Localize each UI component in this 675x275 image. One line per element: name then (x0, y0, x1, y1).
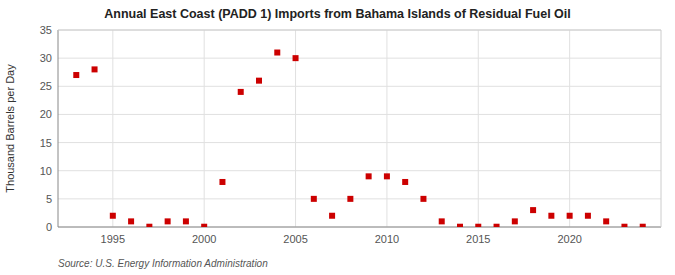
point (201, 224, 207, 227)
y-grid-line (58, 114, 661, 115)
y-tick-label: 20 (40, 108, 52, 120)
point (293, 55, 299, 61)
y-grid-line (58, 86, 661, 87)
points (73, 50, 645, 227)
point (274, 50, 280, 56)
chart: Annual East Coast (PADD 1) Imports from … (0, 0, 675, 275)
x-grid-line (204, 30, 205, 227)
y-grid-line (58, 142, 661, 143)
y-tick-label: 0 (46, 221, 52, 233)
x-tick-label: 1995 (101, 233, 125, 245)
x-tick-label: 2020 (557, 233, 581, 245)
x-grid-line (569, 30, 570, 227)
point (92, 66, 98, 72)
point (420, 196, 426, 202)
title: Annual East Coast (PADD 1) Imports from … (104, 7, 571, 21)
x-tick-label: 2005 (283, 233, 307, 245)
point (128, 218, 134, 224)
point (311, 196, 317, 202)
x-grid-line (386, 30, 387, 227)
x-tick-label: 2000 (192, 233, 216, 245)
point (219, 179, 225, 185)
point (146, 224, 152, 227)
y-grid-line (58, 198, 661, 199)
y-tick-label: 35 (40, 24, 52, 36)
point (475, 224, 481, 227)
point (256, 78, 262, 84)
point (73, 72, 79, 78)
point (238, 89, 244, 95)
point (439, 218, 445, 224)
grid (58, 30, 661, 227)
y-tick-label: 10 (40, 165, 52, 177)
point (329, 213, 335, 219)
point (402, 179, 408, 185)
point (603, 218, 609, 224)
point (640, 224, 646, 227)
point (567, 213, 573, 219)
point (548, 213, 554, 219)
point (457, 224, 463, 227)
y-grid-line (58, 58, 661, 59)
point (347, 196, 353, 202)
y-tick-label: 15 (40, 137, 52, 149)
point (366, 173, 372, 179)
plot-frame (58, 30, 661, 31)
point (530, 207, 536, 213)
point (165, 218, 171, 224)
point (183, 218, 189, 224)
y-axis-line (58, 30, 59, 227)
y-axis-label: Thousand Barrels per Day (4, 64, 16, 193)
plot-frame (661, 30, 662, 227)
y-tick-label: 25 (40, 80, 52, 92)
source-note: Source: U.S. Energy Information Administ… (58, 258, 268, 269)
point (512, 218, 518, 224)
x-tick-label: 2010 (375, 233, 399, 245)
point (585, 213, 591, 219)
point (384, 173, 390, 179)
x-tick-label: 2015 (466, 233, 490, 245)
point (110, 213, 116, 219)
point (494, 224, 500, 227)
x-grid-line (478, 30, 479, 227)
y-tick-label: 5 (46, 193, 52, 205)
y-grid-line (58, 170, 661, 171)
y-grid-line (58, 30, 661, 31)
x-grid-line (112, 30, 113, 227)
y-tick-label: 30 (40, 52, 52, 64)
point (621, 224, 627, 227)
